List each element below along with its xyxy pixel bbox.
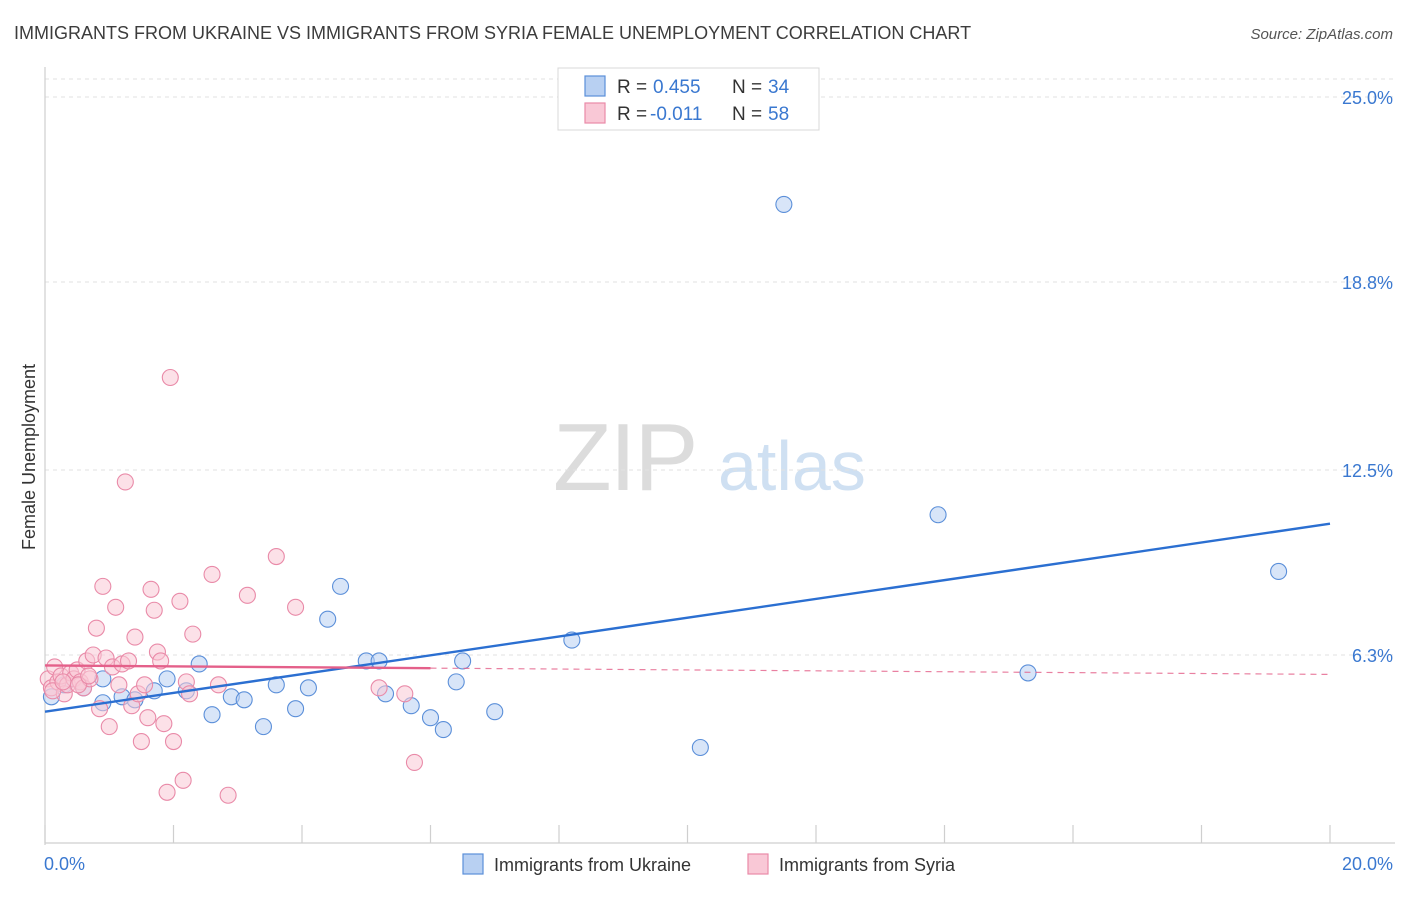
grid-layer [45,78,1395,656]
y-tick-label-0: 6.3% [1352,646,1393,666]
point-ukraine-27 [454,652,472,670]
point-ukraine-32 [929,506,947,524]
point-syria-38 [161,368,179,387]
y-tick-label-2: 18.8% [1342,273,1393,293]
point-ukraine-14 [254,718,273,736]
point-ukraine-26 [447,673,465,691]
watermark-atlas: atlas [718,427,866,505]
point-syria-55 [54,673,72,691]
point-ukraine-13 [235,691,253,709]
trendline-syria-solid [44,664,431,670]
point-syria-47 [219,786,237,804]
legend-swatch-ukraine [584,75,606,97]
point-syria-21 [107,598,125,616]
legend-n-value-ukraine: 34 [768,77,790,98]
point-syria-41 [174,771,192,789]
point-ukraine-30 [691,738,709,757]
point-syria-51 [370,679,388,697]
x-tick-label-max: 20.0% [1342,854,1393,874]
point-ukraine-19 [331,577,350,595]
point-syria-30 [136,676,154,694]
point-ukraine-24 [421,709,440,727]
legend-box: R = 0.455 N = 34 R = -0.011 N = 58 [557,67,820,131]
point-syria-37 [158,783,176,801]
point-ukraine-16 [287,700,305,718]
legend-n-label-ukraine: N = [732,77,762,98]
point-ukraine-8 [158,670,176,688]
chart-title: IMMIGRANTS FROM UKRAINE VS IMMIGRANTS FR… [14,23,971,43]
point-syria-24 [116,473,134,491]
bottom-legend-label-ukraine: Immigrants from Ukraine [494,855,691,875]
bottom-legend-swatch-syria [747,853,769,875]
point-syria-44 [184,625,202,643]
legend-r-label-ukraine: R = [617,77,647,98]
point-ukraine-18 [319,610,337,628]
point-ukraine-31 [775,195,793,213]
legend-r-value-ukraine: 0.455 [653,77,701,98]
watermark-zip: ZIP [553,404,696,511]
y-tick-label-3: 25.0% [1342,88,1393,108]
point-syria-29 [132,732,150,751]
point-syria-39 [164,732,183,751]
point-ukraine-28 [486,703,504,721]
point-syria-33 [145,601,163,619]
point-syria-57 [80,667,98,685]
y-axis-label: Female Unemployment [19,364,39,550]
legend-swatch-syria [584,102,606,124]
point-syria-17 [94,577,112,595]
bottom-legend-swatch-ukraine [462,853,484,875]
x-tick-label-min: 0.0% [44,854,85,874]
points-layer [39,195,1288,804]
trendline-ukraine [44,522,1331,713]
y-tick-label-1: 12.5% [1342,461,1393,481]
point-syria-32 [142,580,160,598]
point-syria-19 [100,718,118,736]
point-syria-50 [287,598,305,616]
point-ukraine-25 [434,721,452,739]
point-syria-43 [181,685,199,703]
point-ukraine-17 [299,679,317,697]
trendline-syria-dashed [430,667,1331,676]
point-syria-22 [110,676,128,694]
trend-layer [44,522,1331,713]
point-syria-53 [405,753,423,771]
legend-n-value-syria: 58 [768,104,789,125]
legend-n-label-syria: N = [732,104,762,125]
chart-source: Source: ZipAtlas.com [1250,26,1393,43]
point-ukraine-33 [1019,664,1037,682]
point-ukraine-34 [1270,562,1288,581]
point-ukraine-11 [203,706,221,724]
point-syria-48 [238,586,256,604]
point-syria-52 [396,685,414,703]
point-syria-27 [126,628,144,646]
bottom-legend: Immigrants from Ukraine Immigrants from … [462,853,956,875]
legend-r-value-syria: -0.011 [650,104,702,125]
point-syria-49 [267,547,285,566]
point-syria-36 [155,715,173,733]
legend-r-label-syria: R = [617,104,647,125]
bottom-legend-label-syria: Immigrants from Syria [779,855,956,875]
point-syria-45 [203,565,221,583]
point-ukraine-10 [190,655,208,673]
point-syria-40 [171,592,189,610]
point-syria-31 [139,709,157,727]
point-syria-35 [152,652,170,670]
axis-layer: 6.3% 12.5% 18.8% 25.0% [44,67,1395,845]
point-syria-15 [87,619,105,637]
